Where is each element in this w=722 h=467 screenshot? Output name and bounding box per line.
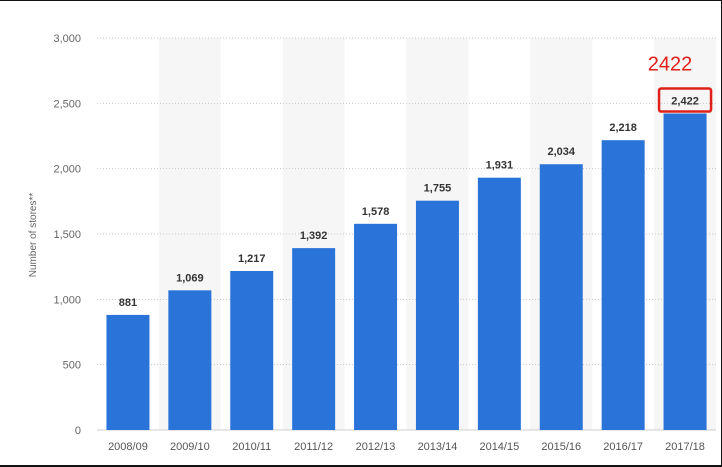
x-tick-label: 2013/14 [418, 441, 458, 453]
data-label: 1,755 [424, 183, 452, 195]
y-tick-label: 2,000 [53, 164, 81, 176]
data-label: 2,034 [547, 146, 575, 158]
data-label: 1,931 [486, 160, 514, 172]
x-tick-label: 2016/17 [603, 441, 643, 453]
bar [292, 248, 336, 430]
x-tick-label: 2009/10 [170, 441, 210, 453]
bar [106, 314, 150, 430]
data-label: 1,069 [176, 272, 204, 284]
x-tick-label: 2014/15 [479, 441, 519, 453]
y-axis-ticks: 0 500 1,000 1,500 2,000 2,500 3,000 [53, 33, 81, 437]
bars [106, 113, 707, 430]
data-label: 1,217 [238, 253, 266, 265]
y-tick-label: 1,000 [53, 294, 81, 306]
y-tick-label: 1,500 [53, 229, 81, 241]
x-tick-label: 2011/12 [294, 441, 333, 453]
annotation-text: 2422 [648, 54, 693, 76]
data-label: 2,218 [609, 122, 637, 134]
annotation: 2422 [648, 54, 713, 113]
annotation-highlight-box [657, 87, 713, 113]
x-tick-label: 2015/16 [541, 441, 581, 453]
bar [354, 223, 398, 430]
y-tick-label: 2,500 [53, 98, 81, 110]
data-label: 2,422 [671, 96, 699, 108]
x-tick-label: 2010/11 [232, 441, 271, 453]
data-labels: 881 1,069 1,217 1,392 1,578 1,755 1,931 2,034 2,… [119, 96, 699, 309]
x-tick-label: 2012/13 [356, 441, 396, 453]
data-label: 1,392 [300, 230, 328, 242]
y-tick-label: 0 [75, 425, 81, 437]
y-axis-title: Number of stores** [28, 193, 39, 278]
x-axis-ticks: 2008/09 2009/10 2010/11 2011/12 2012/13 2013/… [108, 441, 705, 453]
data-label: 1,578 [362, 206, 390, 218]
x-tick-label: 2017/18 [665, 441, 705, 453]
bar [539, 164, 583, 430]
bar [601, 140, 645, 430]
bar [230, 270, 274, 430]
bar [415, 200, 459, 430]
x-tick-label: 2008/09 [108, 441, 148, 453]
bar [477, 177, 521, 430]
data-label: 881 [119, 297, 137, 309]
bar [663, 113, 707, 430]
y-tick-label: 3,000 [53, 33, 81, 45]
bar [168, 290, 212, 430]
y-tick-label: 500 [63, 360, 81, 372]
